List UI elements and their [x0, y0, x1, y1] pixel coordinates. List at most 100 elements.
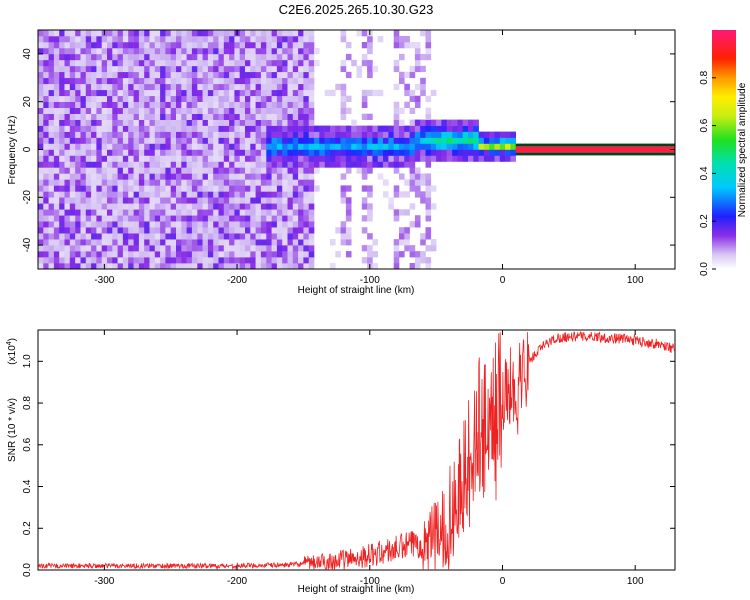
spectrogram-cell	[75, 179, 81, 186]
spectrogram-cell	[276, 36, 283, 43]
spectrogram-cell	[239, 167, 246, 174]
spectrogram-cell	[335, 131, 341, 138]
spectrogram-cell	[340, 197, 347, 204]
spectrogram-cell	[399, 233, 405, 240]
spectrogram-cell	[335, 137, 341, 144]
spectrogram-cell	[239, 113, 246, 120]
spectrogram-cell	[505, 149, 511, 156]
spectrogram-cell	[330, 155, 336, 162]
spectrogram-cell	[399, 42, 405, 49]
spectrogram-cell	[287, 119, 294, 126]
spectrogram-x-label: Height of straight line (km)	[298, 285, 415, 296]
spectrogram-cell	[255, 36, 262, 43]
spectrogram-cell	[107, 245, 113, 252]
spectrogram-cell	[287, 143, 294, 150]
spectrogram-cell	[420, 131, 426, 138]
spectrogram-cell	[367, 167, 373, 174]
spectrogram-cell	[287, 155, 294, 162]
spectrogram-cell	[245, 77, 251, 85]
spectrogram-cell	[191, 203, 198, 210]
spectrogram-cell	[64, 95, 71, 102]
spectrogram-cell	[404, 245, 410, 252]
spectrogram-cell	[213, 149, 219, 156]
spectrogram-cell	[446, 137, 453, 144]
spectrogram-cell	[213, 233, 219, 240]
spectrogram-cell	[144, 65, 150, 73]
spectrogram-cell	[53, 239, 60, 246]
spectrogram-cell	[165, 155, 172, 162]
spectrogram-cell	[276, 185, 283, 192]
spectrogram-cell	[255, 89, 262, 97]
spectrogram-cell	[218, 42, 225, 49]
spectrogram-cell	[101, 65, 108, 73]
spectrogram-cell	[266, 173, 272, 180]
spectrogram-cell	[170, 239, 177, 246]
spectrogram-cell	[202, 251, 209, 258]
spectrogram-cell	[276, 239, 283, 246]
spectrogram-cell	[335, 125, 341, 132]
spectrogram-cell	[494, 131, 501, 138]
spectrogram-cell	[345, 71, 352, 79]
spectrogram-cell	[48, 251, 55, 258]
spectrogram-cell	[197, 89, 203, 97]
spectrogram-cell	[96, 203, 103, 210]
spectrogram-cell	[324, 161, 331, 168]
spectrogram-cell	[186, 77, 193, 85]
spectrogram-cell	[191, 161, 198, 168]
spectrogram-cell	[361, 167, 368, 174]
spectrogram-cell	[425, 263, 432, 269]
spectrogram-cell	[351, 137, 357, 144]
spectrogram-cell	[276, 53, 283, 61]
spectrogram-cell	[133, 197, 140, 204]
spectrogram-cell	[213, 179, 219, 186]
spectrogram-cell	[234, 101, 241, 108]
spectrogram-cell	[202, 203, 209, 210]
spectrogram-cell	[80, 167, 87, 174]
spectrogram-cell	[112, 173, 118, 180]
spectrogram-cell	[234, 77, 241, 85]
spectrogram-cell	[85, 251, 92, 258]
spectrogram-cell	[303, 233, 310, 240]
spectrogram-cell	[128, 83, 134, 91]
spectrogram-cell	[181, 59, 187, 67]
spectrogram-cell	[69, 179, 76, 186]
spectrogram-cell	[117, 107, 124, 114]
spectrogram-cell	[112, 65, 118, 73]
spectrogram-cell	[96, 36, 103, 43]
spectrogram-cell	[154, 233, 161, 240]
spectrogram-cell	[314, 143, 320, 150]
spectrogram-cell	[107, 203, 113, 210]
spectrogram-cell	[138, 185, 145, 192]
spectrogram-cell	[229, 113, 235, 120]
spectrogram-cell	[218, 203, 225, 210]
spectrogram-cell	[64, 245, 71, 252]
spectrogram-cell	[64, 30, 71, 37]
spectrogram-cell	[80, 209, 87, 216]
spectrogram-cell	[186, 65, 193, 73]
spectrogram-cell	[101, 161, 108, 168]
spectrogram-cell	[59, 155, 65, 162]
spectrogram-cell	[64, 251, 71, 258]
spectrogram-cell	[117, 155, 124, 162]
spectrogram-cell	[43, 137, 49, 144]
spectrogram-cell	[80, 42, 87, 49]
spectrogram-cell	[69, 221, 76, 228]
spectrogram-cell	[181, 215, 187, 222]
spectrogram-cell	[213, 185, 219, 192]
spectrogram-cell	[250, 233, 256, 240]
spectrogram-cell	[75, 71, 81, 79]
spectrogram-cell	[53, 215, 60, 222]
spectrogram-cell	[239, 179, 246, 186]
spectrogram-cell	[266, 191, 272, 198]
spectrogram-cell	[91, 47, 97, 55]
snr-series-line	[38, 330, 675, 570]
spectrogram-cell	[345, 131, 352, 138]
spectrogram-cell	[345, 143, 352, 150]
spectrogram-cell	[239, 119, 246, 126]
spectrogram-cell	[276, 215, 283, 222]
spectrogram-cell	[245, 203, 251, 210]
spectrogram-cell	[176, 53, 182, 61]
spectrogram-cell	[101, 113, 108, 120]
spectrogram-cell	[122, 83, 129, 91]
snr-panel: -300 -200 -100 0 100 0.00.20.40.60.81.0 Heig…	[6, 329, 676, 595]
